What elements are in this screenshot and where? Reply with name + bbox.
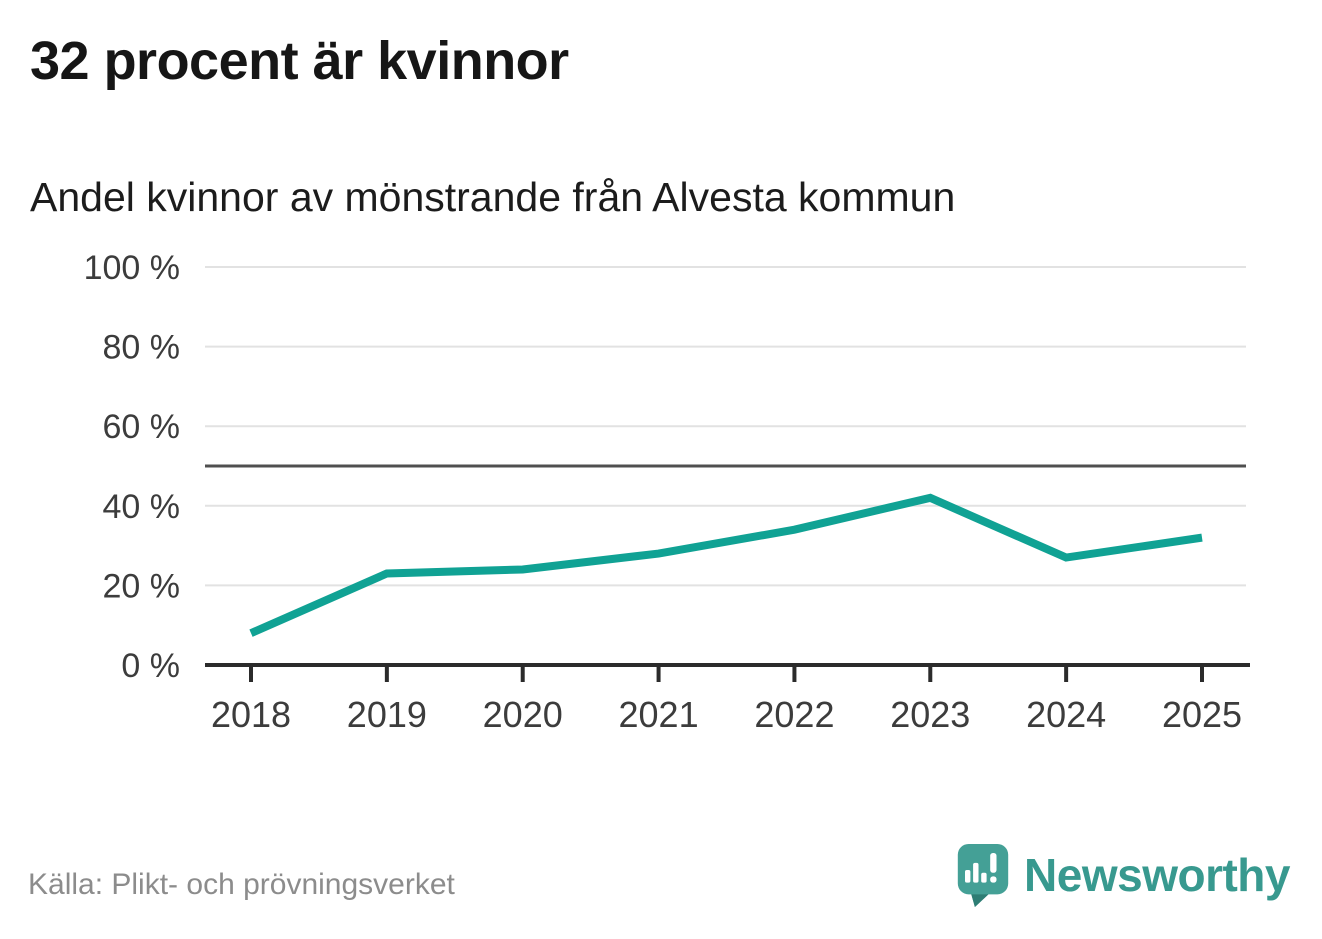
svg-text:60 %: 60 % — [103, 408, 181, 446]
chart-title: Andel kvinnor av mönstrande från Alvesta… — [30, 174, 956, 220]
svg-text:80 %: 80 % — [103, 329, 181, 367]
svg-text:2018: 2018 — [211, 694, 291, 735]
svg-text:0 %: 0 % — [121, 647, 180, 685]
svg-text:100 %: 100 % — [84, 249, 180, 287]
newsworthy-bubble-chart-icon — [957, 843, 1009, 907]
headline: 32 procent är kvinnor — [30, 31, 569, 91]
line-chart-canvas: 0 % 20 % 40 % 60 % 80 % 100 % 2018 2019 2020 2021… — [84, 249, 1250, 735]
svg-text:2022: 2022 — [754, 694, 834, 735]
svg-text:2025: 2025 — [1162, 694, 1242, 735]
svg-text:40 %: 40 % — [103, 488, 181, 526]
newsworthy-logo: Newsworthy — [956, 842, 1290, 908]
svg-text:2020: 2020 — [483, 694, 563, 735]
svg-text:2024: 2024 — [1026, 694, 1106, 735]
svg-text:2021: 2021 — [619, 694, 699, 735]
brand-name: Newsworthy — [1024, 849, 1290, 901]
line-chart: 0 % 20 % 40 % 60 % 80 % 100 % 2018 2019 2020 2021… — [0, 240, 1322, 760]
source-note: Källa: Plikt- och prövningsverket — [28, 868, 455, 901]
svg-text:20 %: 20 % — [103, 567, 181, 605]
svg-text:2019: 2019 — [347, 694, 427, 735]
svg-text:2023: 2023 — [890, 694, 970, 735]
